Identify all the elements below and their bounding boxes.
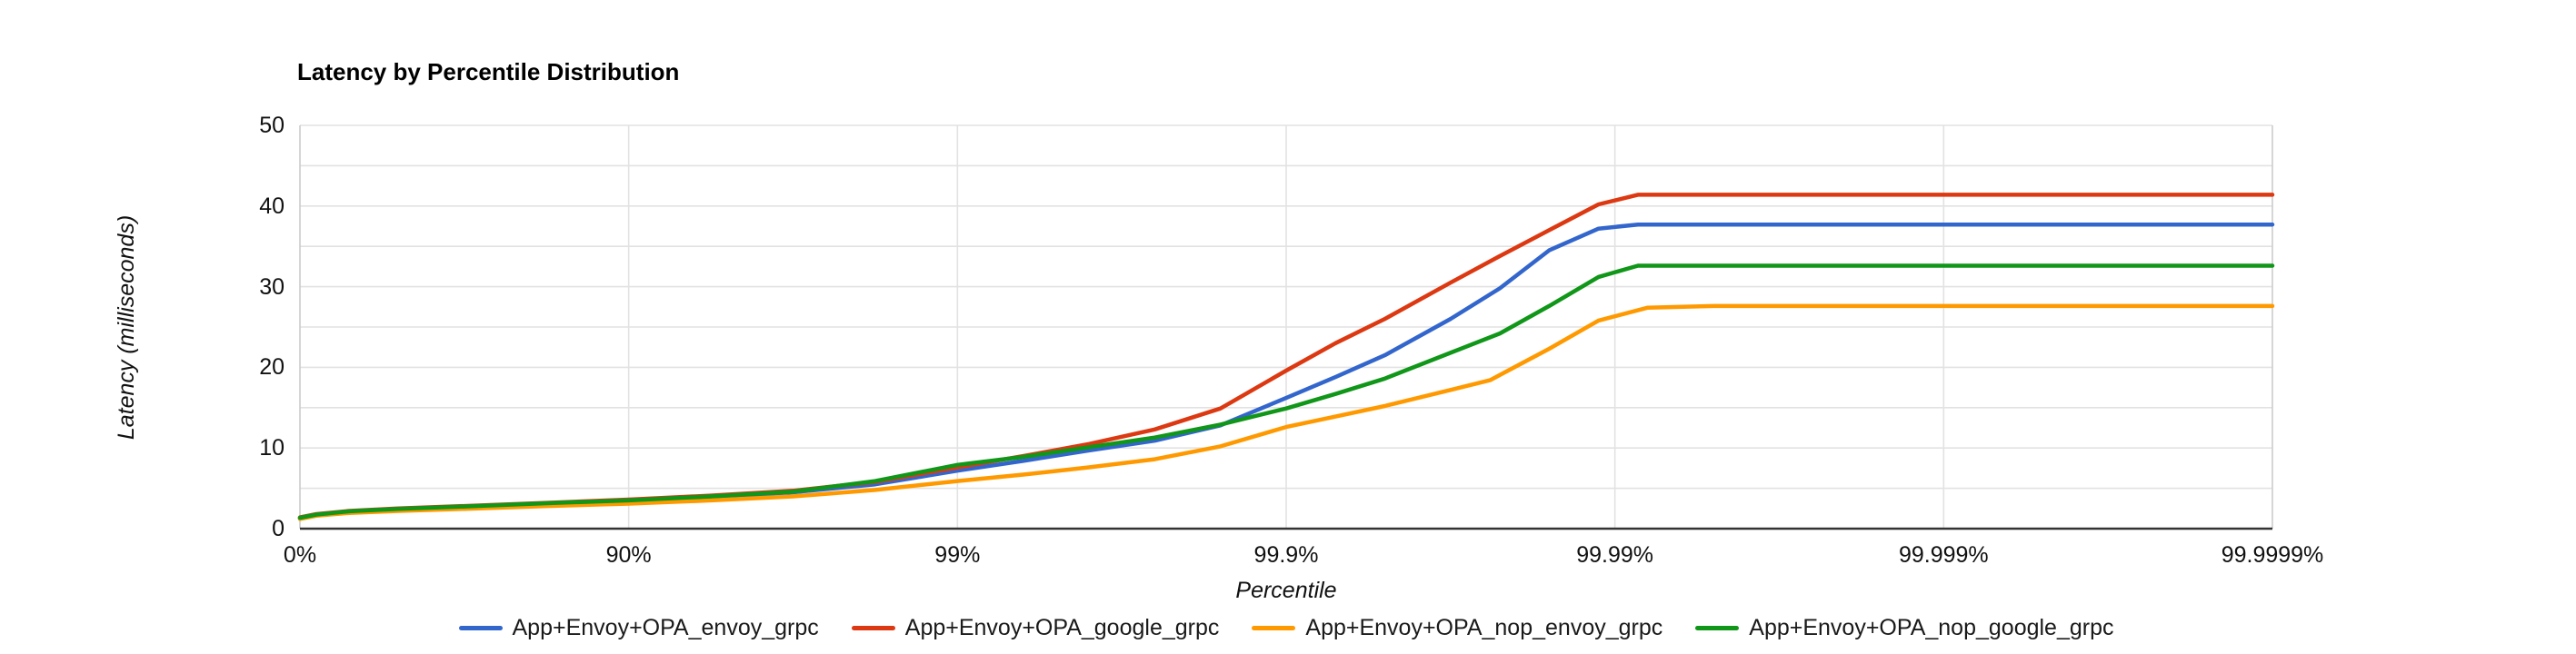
legend: App+Envoy+OPA_envoy_grpc App+Envoy+OPA_go… bbox=[300, 609, 2272, 647]
y-tick-label-0: 0 bbox=[272, 516, 285, 541]
legend-item-1: App+Envoy+OPA_google_grpc bbox=[851, 614, 1220, 641]
x-tick-label-99.99%: 99.99% bbox=[1576, 542, 1654, 568]
legend-item-0: App+Envoy+OPA_envoy_grpc bbox=[458, 614, 819, 641]
legend-swatch-icon bbox=[1252, 625, 1296, 630]
legend-label: App+Envoy+OPA_envoy_grpc bbox=[512, 614, 819, 640]
y-tick-label-40: 40 bbox=[259, 193, 285, 219]
legend-swatch-icon bbox=[851, 625, 895, 630]
y-tick-label-20: 20 bbox=[259, 354, 285, 381]
legend-label: App+Envoy+OPA_nop_google_grpc bbox=[1749, 614, 2114, 640]
series-line-3 bbox=[297, 263, 2275, 520]
y-tick-label-30: 30 bbox=[259, 273, 285, 300]
x-tick-label-99.9%: 99.9% bbox=[1253, 542, 1319, 568]
chart-title: Latency by Percentile Distribution bbox=[297, 58, 680, 85]
y-tick-label-10: 10 bbox=[259, 435, 285, 461]
x-tick-label-90%: 90% bbox=[605, 542, 652, 568]
legend-label: App+Envoy+OPA_nop_envoy_grpc bbox=[1305, 614, 1663, 640]
x-tick-label-99.9999%: 99.9999% bbox=[2221, 542, 2324, 568]
legend-label: App+Envoy+OPA_google_grpc bbox=[904, 614, 1220, 640]
y-axis-title-text: Latency (milliseconds) bbox=[114, 214, 140, 440]
y-tick-label-50: 50 bbox=[259, 113, 285, 138]
x-axis-title: Percentile bbox=[1235, 578, 1337, 603]
x-tick-label-0%: 0% bbox=[283, 542, 317, 568]
series-line-2 bbox=[297, 303, 2275, 521]
x-tick-label-99.999%: 99.999% bbox=[1898, 542, 1989, 568]
legend-item-3: App+Envoy+OPA_nop_google_grpc bbox=[1695, 614, 2114, 641]
legend-item-2: App+Envoy+OPA_nop_envoy_grpc bbox=[1252, 615, 1662, 641]
legend-swatch-icon bbox=[1695, 625, 1740, 630]
y-axis-title: Latency (milliseconds) bbox=[102, 125, 153, 529]
legend-swatch-icon bbox=[458, 625, 503, 630]
x-tick-label-99%: 99% bbox=[934, 542, 981, 568]
